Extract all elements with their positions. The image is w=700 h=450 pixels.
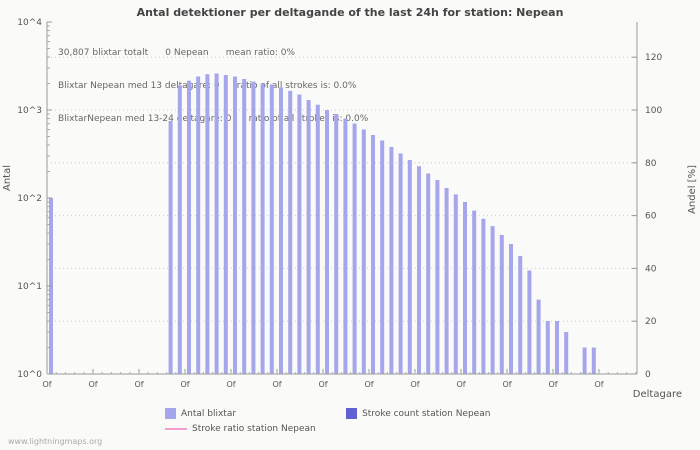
svg-text:10^4: 10^4 <box>17 18 42 28</box>
svg-text:10^0: 10^0 <box>17 370 42 380</box>
svg-text:20: 20 <box>645 317 657 327</box>
svg-text:Of: Of <box>226 380 235 389</box>
svg-text:Of: Of <box>594 380 603 389</box>
legend: Antal blixtar Stroke count station Nepea… <box>165 406 490 436</box>
svg-text:60: 60 <box>645 212 657 222</box>
svg-text:Of: Of <box>548 380 557 389</box>
svg-text:Of: Of <box>134 380 143 389</box>
svg-text:80: 80 <box>645 159 657 169</box>
svg-text:10^3: 10^3 <box>17 106 42 116</box>
y-axis-label-left: Antal <box>2 165 13 192</box>
legend-label-antal-blixtar: Antal blixtar <box>181 408 237 419</box>
legend-label-stroke-count: Stroke count station Nepean <box>362 408 491 419</box>
svg-text:Of: Of <box>318 380 327 389</box>
svg-text:Of: Of <box>88 380 97 389</box>
svg-text:Of: Of <box>456 380 465 389</box>
legend-swatch-antal-blixtar <box>165 408 176 419</box>
legend-item-stroke-ratio: Stroke ratio station Nepean <box>165 424 316 434</box>
svg-text:100: 100 <box>645 106 662 116</box>
legend-item-stroke-count: Stroke count station Nepean <box>346 408 490 419</box>
svg-text:10^2: 10^2 <box>17 194 42 204</box>
svg-text:10^1: 10^1 <box>17 282 42 292</box>
legend-swatch-stroke-ratio <box>165 427 187 430</box>
svg-text:40: 40 <box>645 264 657 274</box>
annotation-totals: 30,807 blixtar totalt 0 Nepean mean rati… <box>58 48 296 58</box>
svg-text:Of: Of <box>364 380 373 389</box>
svg-text:120: 120 <box>645 53 662 63</box>
svg-text:Of: Of <box>42 380 51 389</box>
x-axis-label: Deltagare <box>632 389 682 400</box>
svg-text:Of: Of <box>272 380 281 389</box>
svg-text:Of: Of <box>410 380 419 389</box>
watermark-link[interactable]: www.lightningmaps.org <box>8 437 103 446</box>
legend-row-2: Stroke ratio station Nepean <box>165 421 490 436</box>
legend-swatch-stroke-count <box>346 408 358 419</box>
y-axis-label-right: Andel [%] <box>687 165 698 214</box>
svg-text:0: 0 <box>645 370 651 380</box>
legend-item-antal-blixtar: Antal blixtar <box>165 408 236 419</box>
svg-text:Of: Of <box>180 380 189 389</box>
chart-title: Antal detektioner per deltagande of the … <box>136 6 564 19</box>
svg-text:Of: Of <box>502 380 511 389</box>
legend-row-1: Antal blixtar Stroke count station Nepea… <box>165 406 490 421</box>
legend-label-stroke-ratio: Stroke ratio station Nepean <box>192 423 316 434</box>
